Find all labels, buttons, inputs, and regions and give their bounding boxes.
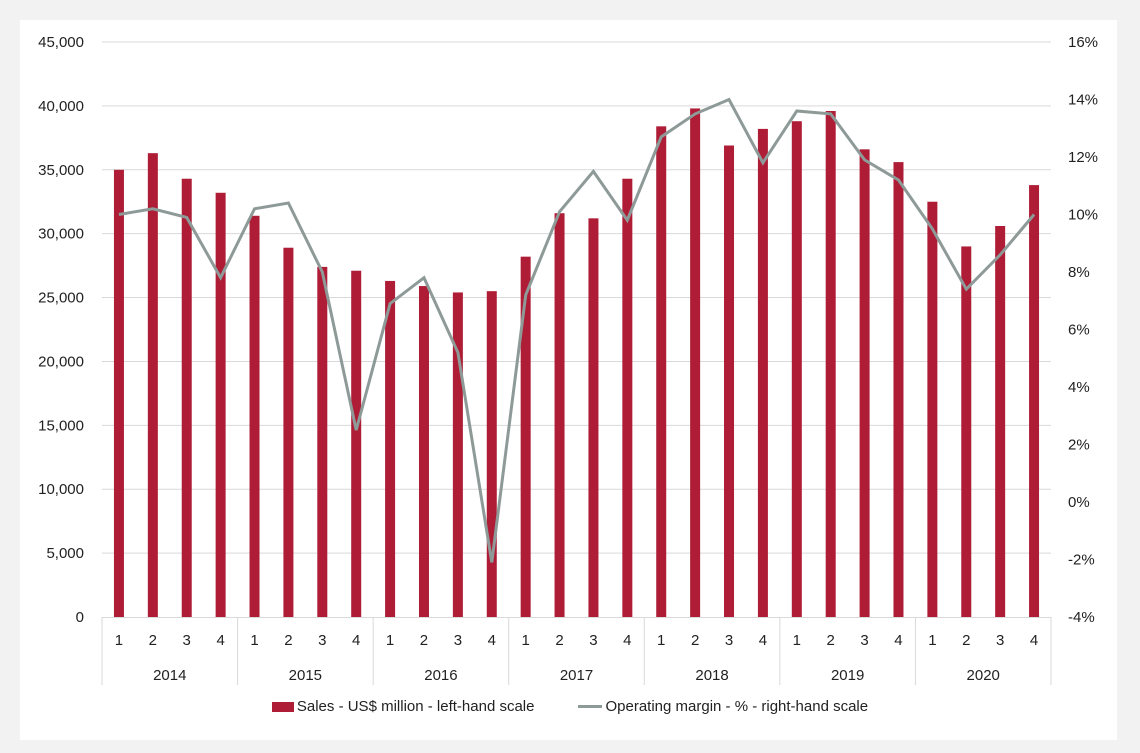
quarter-label: 3 (589, 632, 597, 649)
sales-bar (486, 291, 497, 617)
quarter-label: 3 (318, 632, 326, 649)
quarter-label: 3 (860, 632, 868, 649)
sales-bar (859, 149, 870, 618)
quarter-label: 1 (386, 632, 394, 649)
year-label: 2014 (153, 667, 186, 684)
sales-bar (825, 111, 836, 617)
left-tick-label: 40,000 (38, 98, 84, 115)
sales-bar (113, 169, 124, 617)
sales-bar (317, 266, 328, 617)
legend-label-margin: Operating margin - % - right-hand scale (605, 698, 869, 715)
margin-line (118, 97, 1036, 563)
sales-bar (554, 213, 565, 617)
sales-bar (622, 178, 633, 617)
legend-swatch-margin (578, 705, 603, 708)
right-tick-label: 4% (1068, 379, 1090, 396)
year-label: 2017 (560, 667, 593, 684)
right-tick-label: -2% (1068, 552, 1095, 569)
sales-bar (995, 226, 1006, 617)
quarter-label: 1 (250, 632, 258, 649)
legend-swatch-sales (271, 701, 294, 712)
legend: Sales - US$ million - left-hand scale Op… (0, 698, 1140, 715)
year-label: 2018 (695, 667, 728, 684)
quarter-label: 2 (420, 632, 428, 649)
sales-bar (283, 247, 294, 617)
right-tick-label: 8% (1068, 264, 1090, 281)
right-tick-label: 14% (1068, 92, 1098, 109)
left-tick-label: 30,000 (38, 226, 84, 243)
quarter-label: 1 (793, 632, 801, 649)
year-label: 2019 (831, 667, 864, 684)
quarter-label: 2 (149, 632, 157, 649)
sales-bar (724, 145, 735, 617)
quarter-label: 4 (488, 632, 496, 649)
left-tick-label: 10,000 (38, 481, 84, 498)
quarter-label: 2 (284, 632, 292, 649)
right-tick-label: 16% (1068, 34, 1098, 51)
quarter-label: 2 (962, 632, 970, 649)
sales-bar (385, 280, 396, 617)
right-tick-label: -4% (1068, 609, 1095, 626)
legend-item-sales: Sales - US$ million - left-hand scale (271, 698, 535, 715)
left-tick-label: 0 (76, 609, 84, 626)
left-tick-label: 45,000 (38, 34, 84, 51)
quarter-label: 4 (759, 632, 767, 649)
quarter-label: 3 (725, 632, 733, 649)
sales-bar (757, 128, 768, 617)
margin-series-line (118, 97, 1036, 563)
sales-bar (1029, 185, 1040, 617)
right-tick-label: 0% (1068, 494, 1090, 511)
sales-bar (927, 201, 938, 617)
right-tick-label: 12% (1068, 149, 1098, 166)
quarter-label: 1 (928, 632, 936, 649)
sales-bar (418, 286, 429, 617)
year-label: 2016 (424, 667, 457, 684)
left-tick-label: 15,000 (38, 417, 84, 434)
left-axis-ticks: 0 5,000 10,000 15,000 20,000 25,000 30,000 35,0… (38, 34, 84, 626)
quarter-label: 2 (691, 632, 699, 649)
quarter-label: 4 (352, 632, 360, 649)
sales-bar (961, 246, 972, 617)
sales-bar (520, 256, 531, 617)
left-tick-label: 5,000 (46, 545, 84, 562)
sales-bar (690, 108, 701, 617)
right-tick-label: 10% (1068, 207, 1098, 224)
quarter-label: 1 (521, 632, 529, 649)
legend-label-sales: Sales - US$ million - left-hand scale (296, 698, 535, 715)
year-label: 2020 (967, 667, 1000, 684)
quarter-label: 2 (827, 632, 835, 649)
sales-bar (656, 126, 667, 617)
sales-bar (452, 292, 463, 617)
sales-bar (893, 162, 904, 617)
sales-bar (215, 192, 226, 617)
quarter-label: 4 (1030, 632, 1038, 649)
year-label: 2015 (289, 667, 322, 684)
category-axis: 1 2 3 4 1 2 3 4 1 2 3 4 1 2 3 4 1 2 3 4 1 2 3 4 1 2 3 4 2014 2015 2016… (101, 617, 1052, 685)
left-tick-label: 35,000 (38, 162, 84, 179)
quarter-label: 4 (894, 632, 902, 649)
quarter-label: 3 (996, 632, 1004, 649)
quarter-label: 2 (555, 632, 563, 649)
sales-bar (791, 121, 802, 617)
legend-item-margin: Operating margin - % - right-hand scale (578, 698, 868, 715)
left-tick-label: 25,000 (38, 290, 84, 307)
quarter-label: 4 (216, 632, 224, 649)
sales-bar (147, 153, 158, 617)
quarter-label: 1 (657, 632, 665, 649)
sales-bars (113, 108, 1040, 618)
right-tick-label: 2% (1068, 437, 1090, 454)
right-axis-ticks: -4% -2% 0% 2% 4% 6% 8% 10% 12% 14% 16% (1068, 34, 1098, 626)
quarter-label: 3 (454, 632, 462, 649)
sales-bar (588, 218, 599, 618)
right-tick-label: 6% (1068, 322, 1090, 339)
gridlines (102, 41, 1051, 554)
sales-bar (181, 178, 192, 617)
quarter-label: 3 (183, 632, 191, 649)
left-tick-label: 20,000 (38, 353, 84, 370)
quarter-label: 1 (115, 632, 123, 649)
sales-bar (351, 270, 362, 617)
quarter-label: 4 (623, 632, 631, 649)
sales-bar (249, 215, 260, 617)
